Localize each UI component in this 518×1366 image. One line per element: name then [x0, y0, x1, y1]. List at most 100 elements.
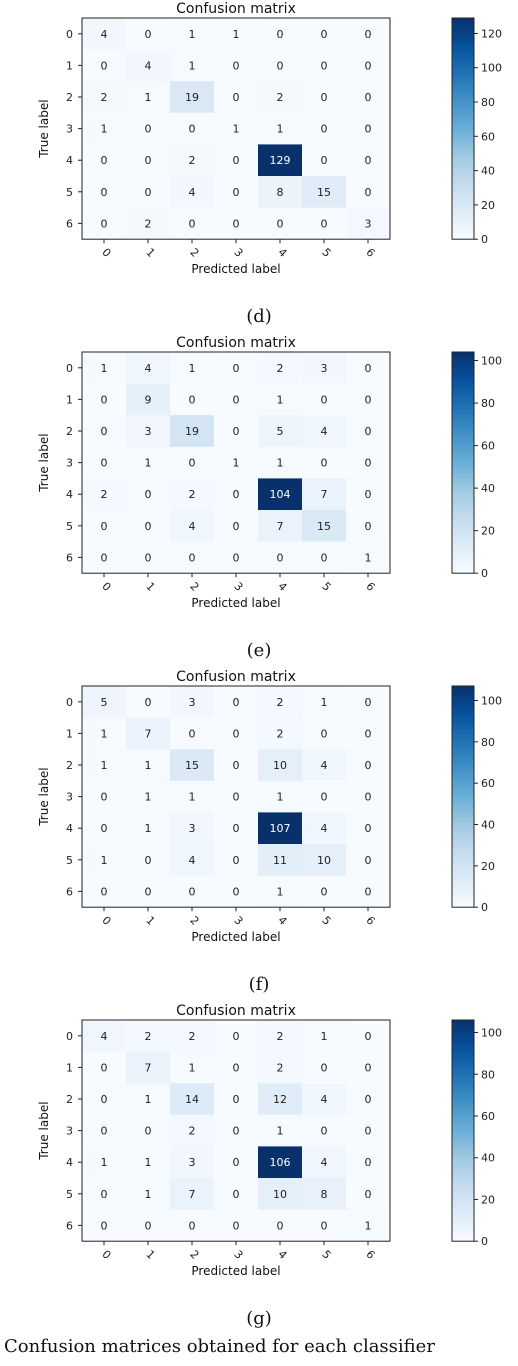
cell-value-label: 0	[365, 154, 372, 167]
heatmap-cell	[82, 1020, 127, 1052]
heatmap-cell	[82, 686, 127, 718]
heatmap-cell	[302, 1146, 347, 1179]
heatmap-cell	[82, 717, 127, 750]
x-tick-label: 4	[275, 246, 289, 260]
heatmap-cell	[346, 812, 391, 845]
y-tick-label: 2	[66, 1093, 73, 1106]
cell-value-label: 1	[277, 1125, 284, 1138]
cell-value-label: 1	[189, 1061, 196, 1074]
heatmap-cell	[126, 478, 171, 511]
y-tick-label: 1	[66, 1061, 73, 1074]
heatmap-cell	[82, 812, 127, 845]
cell-value-label: 0	[101, 1093, 108, 1106]
cell-value-label: 4	[145, 362, 152, 375]
heatmap-cell	[126, 875, 171, 908]
heatmap-cell	[258, 844, 303, 876]
heatmap-cell	[214, 875, 259, 908]
heatmap-cell	[346, 780, 391, 813]
heatmap-cell	[258, 81, 303, 114]
heatmap-cell	[170, 844, 215, 876]
heatmap-cell	[302, 686, 347, 718]
y-tick-label: 4	[66, 1156, 73, 1169]
cell-value-label: 15	[185, 759, 199, 772]
x-tick-label: 1	[143, 246, 157, 260]
colorbar-tick-label: 20	[481, 525, 495, 538]
cell-value-label: 0	[365, 28, 372, 41]
heatmap-cell	[214, 1083, 259, 1116]
x-tick-label: 1	[143, 1248, 157, 1262]
cell-value-label: 0	[145, 1125, 152, 1138]
cell-value-label: 4	[321, 1156, 328, 1169]
x-tick-label: 2	[187, 246, 201, 260]
colorbar-tick-label: 20	[481, 860, 495, 873]
cell-value-label: 1	[145, 457, 152, 470]
heatmap-cell	[126, 1178, 171, 1210]
cell-value-label: 0	[277, 551, 284, 564]
x-axis-label: Predicted label	[191, 262, 280, 276]
heatmap-cell	[170, 49, 215, 82]
colorbar-tick-label: 0	[481, 567, 488, 580]
colorbar-tick-label: 100	[481, 355, 502, 368]
cell-value-label: 15	[317, 186, 331, 199]
y-tick-label: 0	[66, 696, 73, 709]
cell-value-label: 4	[101, 1030, 108, 1043]
cell-value-label: 0	[233, 1219, 240, 1232]
cell-value-label: 1	[145, 759, 152, 772]
cell-value-label: 7	[145, 727, 152, 740]
x-tick-label: 4	[275, 914, 289, 928]
cell-value-label: 0	[321, 91, 328, 104]
heatmap-cell	[346, 81, 391, 114]
cell-value-label: 0	[233, 425, 240, 438]
heatmap-cell	[258, 541, 303, 574]
cell-value-label: 0	[233, 520, 240, 533]
heatmap-cell	[82, 1083, 127, 1116]
cell-value-label: 14	[185, 1093, 199, 1106]
cell-value-label: 0	[365, 885, 372, 898]
heatmap-cell	[214, 207, 259, 240]
heatmap-cell	[346, 415, 391, 448]
cell-value-label: 1	[277, 791, 284, 804]
cell-value-label: 19	[185, 91, 199, 104]
cell-value-label: 0	[101, 425, 108, 438]
heatmap-cell	[346, 1209, 391, 1242]
cell-value-label: 0	[101, 791, 108, 804]
cell-value-label: 0	[101, 393, 108, 406]
heatmap-cell	[170, 717, 215, 750]
cell-value-label: 8	[277, 186, 284, 199]
cell-value-label: 0	[233, 393, 240, 406]
cell-value-label: 0	[365, 59, 372, 72]
colorbar-tick-label: 20	[481, 199, 495, 212]
heatmap-cell	[170, 207, 215, 240]
chart-title: Confusion matrix	[176, 1003, 296, 1019]
cell-value-label: 0	[365, 1061, 372, 1074]
heatmap-cell	[170, 1146, 215, 1179]
heatmap-cell	[214, 510, 259, 542]
cell-value-label: 2	[145, 217, 152, 230]
cell-value-label: 0	[189, 457, 196, 470]
cell-value-label: 5	[277, 425, 284, 438]
cell-value-label: 0	[145, 854, 152, 867]
cell-value-label: 0	[233, 885, 240, 898]
cell-value-label: 1	[277, 123, 284, 136]
cell-value-label: 0	[145, 28, 152, 41]
heatmap-cell	[346, 1051, 391, 1084]
y-tick-label: 5	[66, 520, 73, 533]
x-tick-label: 1	[143, 914, 157, 928]
chart-title: Confusion matrix	[176, 669, 296, 685]
heatmap-cell	[302, 1178, 347, 1210]
heatmap-cell	[302, 510, 347, 542]
cell-value-label: 2	[101, 488, 108, 501]
cell-value-label: 0	[321, 1219, 328, 1232]
cell-value-label: 1	[189, 791, 196, 804]
heatmap-cell	[214, 780, 259, 813]
heatmap-cell	[126, 780, 171, 813]
x-axis-label: Predicted label	[191, 1264, 280, 1278]
x-axis-label: Predicted label	[191, 596, 280, 610]
cell-value-label: 0	[189, 393, 196, 406]
heatmap-cell	[258, 780, 303, 813]
y-tick-label: 5	[66, 186, 73, 199]
cell-value-label: 19	[185, 425, 199, 438]
cell-value-label: 10	[273, 759, 287, 772]
confusion-matrix-panel-g: Confusion matrix 4 2 2 0 2 1 0 0 7 1 0 2 0 0 0 1 14 0 12 4 0 0…	[0, 1002, 518, 1334]
